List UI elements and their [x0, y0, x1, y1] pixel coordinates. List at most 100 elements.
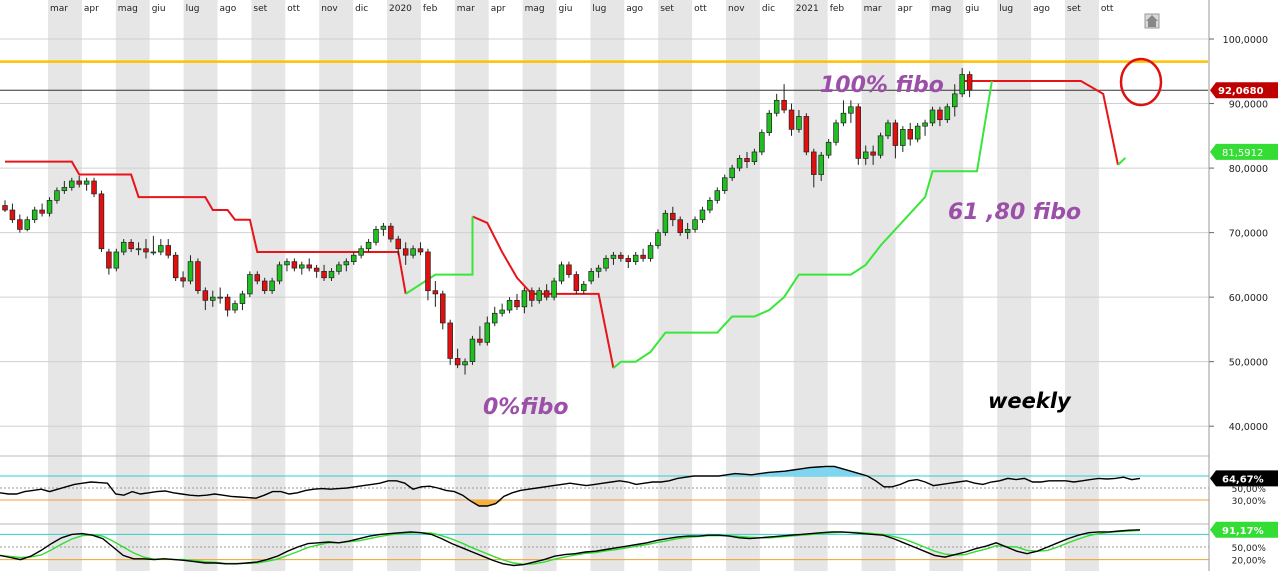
month-label: lug [186, 4, 200, 14]
candle [202, 287, 209, 311]
month-label: giu [152, 4, 166, 14]
month-band [1065, 0, 1099, 571]
candle [655, 229, 661, 249]
candle [825, 139, 832, 159]
candle [729, 164, 735, 181]
highlight-circle [1119, 57, 1163, 107]
candle [454, 348, 461, 369]
candle [721, 174, 728, 194]
month-label: nov [728, 4, 745, 14]
candle [506, 297, 513, 314]
candle [402, 242, 409, 265]
candle [113, 248, 120, 272]
candle [670, 206, 676, 227]
month-label: lug [999, 4, 1013, 14]
candle [929, 106, 936, 127]
candle [128, 239, 134, 252]
candle [91, 177, 97, 198]
month-label: ago [220, 4, 237, 14]
candle [9, 203, 16, 223]
candle [640, 248, 646, 262]
price-grid [0, 38, 1208, 427]
candle [551, 277, 557, 301]
candle [217, 287, 223, 304]
candle [343, 258, 350, 272]
candle [187, 255, 194, 285]
oscillator-line [0, 465, 1141, 507]
candle [106, 248, 112, 275]
month-label: 2021 [796, 4, 819, 14]
month-band [115, 0, 150, 571]
month-label: dic [355, 4, 368, 14]
candle [261, 277, 268, 294]
horizontal-overlays [0, 60, 1208, 91]
month-band [48, 0, 82, 571]
month-band [658, 0, 693, 571]
stop-green-segment [1117, 157, 1127, 166]
candle [759, 129, 765, 156]
candle [952, 84, 958, 117]
candle [840, 100, 847, 127]
candle [254, 271, 261, 285]
candle [165, 239, 171, 259]
candle [573, 271, 580, 294]
candle [83, 177, 90, 191]
scroll-home-button[interactable] [1144, 13, 1160, 29]
candle [543, 284, 550, 301]
month-label: mar [50, 4, 68, 14]
candle [69, 177, 75, 191]
month-label: apr [84, 4, 99, 14]
month-label: ott [287, 4, 300, 14]
candle [373, 226, 379, 246]
month-label: dic [762, 4, 775, 14]
candle [803, 113, 810, 156]
candle [959, 68, 965, 98]
annotations: 100% fibo 61 ,80 fibo 0%fibo weekly [483, 57, 1163, 420]
candle [98, 190, 105, 252]
candle [336, 261, 342, 275]
candle [736, 155, 743, 172]
candle [410, 245, 416, 259]
candle [143, 239, 149, 259]
candle [811, 148, 817, 188]
candle [796, 110, 802, 133]
month-label: ago [1033, 4, 1050, 14]
candle [484, 316, 491, 346]
last-price-value: 92,0680 [1218, 86, 1264, 97]
candle [529, 287, 535, 307]
level-label: 50,00% [1232, 544, 1267, 554]
candle [744, 151, 750, 169]
candle [855, 103, 862, 165]
candle [937, 106, 943, 127]
candle [707, 197, 713, 214]
candle [751, 148, 758, 165]
level-label: 50,00% [1232, 485, 1267, 495]
candle [395, 235, 402, 256]
month-label: ott [694, 4, 707, 14]
candle [291, 258, 298, 272]
stop-green-segment [612, 80, 993, 369]
candle [350, 251, 357, 265]
candle [39, 203, 45, 217]
candles [2, 68, 973, 375]
candle [425, 248, 431, 301]
candle [380, 222, 387, 236]
indicator-value: 91,17% [1222, 526, 1264, 537]
stop-value-badge [1210, 143, 1278, 160]
candle [684, 222, 691, 240]
month-label: ott [1101, 4, 1114, 14]
month-label: giu [559, 4, 573, 14]
candle [321, 264, 327, 282]
candle [365, 239, 372, 252]
price-tick-label: 80,0000 [1229, 164, 1268, 175]
candle [966, 71, 973, 98]
candle [61, 180, 68, 194]
month-label: ago [626, 4, 643, 14]
candle [632, 251, 639, 265]
month-label: 2020 [389, 4, 412, 14]
candle [432, 281, 439, 307]
candle [239, 290, 246, 311]
candle [914, 122, 921, 143]
candle [618, 251, 624, 262]
oscillator-line [0, 529, 1141, 567]
